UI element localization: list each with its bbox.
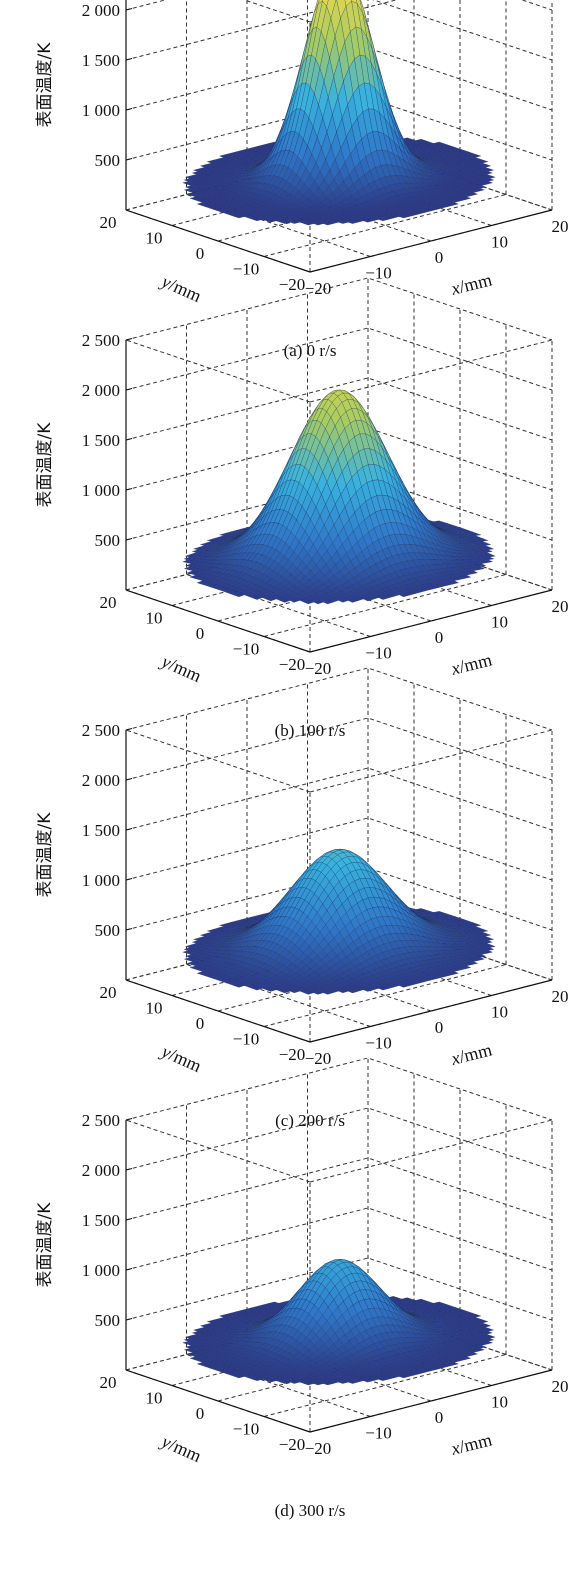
z-tick-label: 2 000 bbox=[82, 771, 120, 790]
surface-mesh bbox=[182, 1259, 496, 1386]
x-axis-label: x/mm bbox=[448, 1039, 494, 1069]
z-ticks: 2 500 2 000 1 500 1 000 500 bbox=[82, 331, 133, 550]
x-tick-label: 20 bbox=[552, 987, 569, 1006]
grid-line bbox=[125, 339, 311, 403]
z-tick-label: 1 500 bbox=[82, 821, 120, 840]
y-tick-label: 10 bbox=[146, 999, 163, 1018]
grid-line bbox=[125, 0, 553, 61]
grid-line bbox=[125, 147, 553, 211]
y-tick-label: 20 bbox=[100, 213, 117, 232]
x-tick-label: −10 bbox=[365, 264, 392, 283]
y-axis-label: y/mm bbox=[157, 1040, 204, 1076]
y-axis-label: y/mm bbox=[157, 270, 204, 306]
surface-mesh bbox=[182, 0, 496, 226]
y-tick-label: 0 bbox=[196, 624, 205, 643]
y-tick-label: 20 bbox=[100, 983, 117, 1002]
z-tick-label: 500 bbox=[95, 921, 121, 940]
x-tick-label: −20 bbox=[305, 279, 332, 298]
surface-mesh bbox=[182, 389, 496, 605]
y-tick-label: −20 bbox=[279, 1045, 306, 1064]
z-tick-label: 2 000 bbox=[82, 381, 120, 400]
x-tick-label: −20 bbox=[305, 659, 332, 678]
grid-line bbox=[125, 47, 553, 111]
x-tick-label: 0 bbox=[435, 1018, 444, 1037]
y-tick-label: −10 bbox=[233, 1030, 260, 1049]
y-tick-label: 10 bbox=[146, 609, 163, 628]
z-tick-label: 500 bbox=[95, 531, 121, 550]
panel-caption: (a) 0 r/s bbox=[284, 341, 337, 360]
x-axis-label: x/mm bbox=[448, 269, 494, 299]
x-tick-label: −10 bbox=[365, 1034, 392, 1053]
z-tick-label: 1 500 bbox=[82, 431, 120, 450]
x-tick-label: 10 bbox=[491, 1003, 508, 1022]
z-tick-label: 1 500 bbox=[82, 51, 120, 70]
z-tick-label: 1 000 bbox=[82, 101, 120, 120]
panel-caption: (c) 200 r/s bbox=[275, 1111, 345, 1130]
y-tick-label: 0 bbox=[196, 244, 205, 263]
x-tick-label: −20 bbox=[305, 1049, 332, 1068]
z-ticks: 2 500 2 000 1 500 1 000 500 bbox=[82, 721, 133, 940]
x-tick-label: 0 bbox=[435, 248, 444, 267]
z-tick-label: 1 000 bbox=[82, 871, 120, 890]
surface-mesh bbox=[182, 848, 496, 995]
y-tick-label: −20 bbox=[279, 275, 306, 294]
y-tick-label: −20 bbox=[279, 655, 306, 674]
x-tick-label: −10 bbox=[365, 644, 392, 663]
grid-line bbox=[125, 1157, 553, 1221]
x-axis-label: x/mm bbox=[448, 649, 494, 679]
y-axis-label: y/mm bbox=[157, 650, 204, 686]
y-tick-label: 10 bbox=[146, 229, 163, 248]
y-axis-line bbox=[125, 209, 311, 273]
x-ticks: −20 −10 0 10 20 bbox=[305, 217, 569, 298]
x-ticks: −20 −10 0 10 20 bbox=[305, 987, 569, 1068]
z-axis-label: 表面温度/K bbox=[35, 42, 55, 128]
z-axis-label: 表面温度/K bbox=[35, 812, 55, 898]
grid-line bbox=[125, 767, 553, 831]
z-tick-label: 2 500 bbox=[82, 721, 120, 740]
y-tick-label: −10 bbox=[233, 260, 260, 279]
y-tick-label: −10 bbox=[233, 640, 260, 659]
z-tick-label: 2 000 bbox=[82, 1, 120, 20]
grid-line bbox=[125, 327, 553, 391]
z-tick-label: 2 500 bbox=[82, 331, 120, 350]
axis-frame bbox=[125, 0, 553, 273]
panel-caption: (b) 100 r/s bbox=[275, 721, 346, 740]
x-tick-label: 0 bbox=[435, 628, 444, 647]
x-tick-label: 20 bbox=[552, 597, 569, 616]
y-tick-label: 20 bbox=[100, 593, 117, 612]
x-axis-line bbox=[309, 209, 553, 273]
x-tick-label: 20 bbox=[552, 217, 569, 236]
x-tick-label: 10 bbox=[491, 233, 508, 252]
y-tick-label: 0 bbox=[196, 1014, 205, 1033]
z-axis-label: 表面温度/K bbox=[35, 422, 55, 508]
grid-line bbox=[125, 97, 553, 161]
x-tick-label: 10 bbox=[491, 613, 508, 632]
z-tick-label: 500 bbox=[95, 151, 121, 170]
z-tick-label: 1 000 bbox=[82, 481, 120, 500]
x-ticks: −20 −10 0 10 20 bbox=[305, 597, 569, 678]
